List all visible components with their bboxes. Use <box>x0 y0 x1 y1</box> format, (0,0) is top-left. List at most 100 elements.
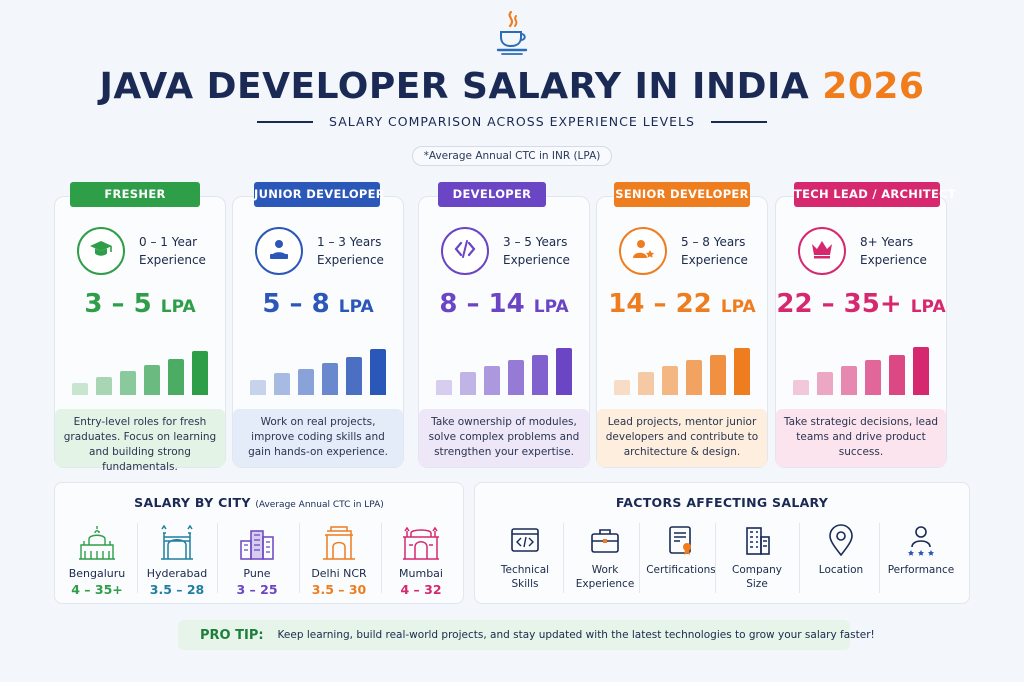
city-item: Hyderabad 3.5 – 28 <box>139 523 215 597</box>
salary-unit: LPA <box>160 297 196 317</box>
level-card: 3 – 5 Years Experience 8 – 14 LPA Take ow… <box>418 196 590 468</box>
pro-tip-text: Keep learning, build real-world projects… <box>277 629 875 641</box>
level-description: Work on real projects, improve coding sk… <box>233 409 403 467</box>
growth-bar <box>120 371 136 395</box>
level-description: Take ownership of modules, solve complex… <box>419 409 589 467</box>
growth-bar <box>192 351 208 395</box>
salary-unit: LPA <box>338 297 374 317</box>
city-name: Delhi NCR <box>311 567 367 580</box>
growth-bars <box>776 337 946 395</box>
city-panel-title-note: (Average Annual CTC in LPA) <box>255 500 384 510</box>
level-icon-circle <box>77 227 125 275</box>
factor-divider <box>639 523 640 593</box>
city-salary-panel: SALARY BY CITY (Average Annual CTC in LP… <box>54 482 464 604</box>
experience-years: 1 – 3 Years <box>317 235 382 249</box>
developer-at-laptop-icon <box>266 236 292 266</box>
factors-panel-title: FACTORS AFFECTING SALARY <box>615 495 829 510</box>
growth-bar <box>370 349 386 395</box>
level-tag: FRESHER <box>70 182 200 207</box>
experience-label: Experience <box>317 253 384 267</box>
charminar-icon <box>139 523 215 563</box>
growth-bar <box>710 355 726 395</box>
experience-label: Experience <box>139 253 206 267</box>
salary-unit: LPA <box>720 297 756 317</box>
experience-range: 0 – 1 Year Experience <box>139 233 206 269</box>
subtitle: SALARY COMPARISON ACROSS EXPERIENCE LEVE… <box>329 114 695 129</box>
office-building-icon <box>719 523 795 559</box>
city-item: Pune 3 – 25 <box>219 523 295 597</box>
city-divider <box>217 523 218 593</box>
experience-years: 8+ Years <box>860 235 914 249</box>
factor-divider <box>563 523 564 593</box>
growth-bar <box>508 360 524 395</box>
subtitle-divider-right <box>710 120 767 123</box>
factor-divider <box>715 523 716 593</box>
city-salary-range: 3 – 25 <box>236 582 278 597</box>
growth-bars <box>233 337 403 395</box>
growth-bar <box>556 348 572 395</box>
salary-value: 3 – 5 <box>84 289 152 319</box>
salary-value: 22 – 35+ <box>776 289 902 319</box>
level-description: Lead projects, mentor junior developers … <box>597 409 767 467</box>
level-card: 8+ Years Experience 22 – 35+ LPA Take str… <box>775 196 947 468</box>
factor-label-line2: Size <box>746 578 768 590</box>
factor-label-line1: Work <box>591 564 619 576</box>
buildings-icon <box>219 523 295 563</box>
growth-bar <box>72 383 88 395</box>
growth-bar <box>168 359 184 395</box>
growth-bar <box>614 380 630 395</box>
city-item: Mumbai 4 – 32 <box>383 523 459 597</box>
salary-unit: LPA <box>910 297 946 317</box>
growth-bar <box>913 347 929 395</box>
level-description: Take strategic decisions, lead teams and… <box>776 409 946 467</box>
city-salary-range: 3.5 – 28 <box>149 582 205 597</box>
salary-value: 14 – 22 <box>608 289 712 319</box>
factor-item: Technical Skills <box>487 523 563 591</box>
factor-label-line1: Performance <box>887 564 955 576</box>
salary-range: 3 – 5 LPA <box>55 289 225 319</box>
gateway-of-india-icon <box>383 523 459 563</box>
page-title: JAVA DEVELOPER SALARY IN INDIA 2026 <box>0 66 1024 107</box>
level-icon-circle <box>255 227 303 275</box>
ctc-note: *Average Annual CTC in INR (LPA) <box>412 146 612 166</box>
title-main: JAVA DEVELOPER SALARY IN INDIA <box>99 66 810 107</box>
level-tag: JUNIOR DEVELOPER <box>254 182 385 207</box>
factor-item: Location <box>803 523 879 577</box>
crown-icon <box>809 236 835 266</box>
level-icon-circle <box>619 227 667 275</box>
city-name: Pune <box>243 567 271 580</box>
experience-range: 3 – 5 Years Experience <box>503 233 570 269</box>
growth-bar <box>662 366 678 395</box>
growth-bar <box>734 348 750 395</box>
salary-range: 22 – 35+ LPA <box>776 289 946 319</box>
factor-item: Company Size <box>719 523 795 591</box>
city-panel-title: SALARY BY CITY (Average Annual CTC in LP… <box>55 495 463 510</box>
experience-years: 5 – 8 Years <box>681 235 746 249</box>
level-card: 0 – 1 Year Experience 3 – 5 LPA Entry-lev… <box>54 196 226 473</box>
city-salary-range: 4 – 35+ <box>71 582 123 597</box>
growth-bar <box>817 372 833 395</box>
level-card: 1 – 3 Years Experience 5 – 8 LPA Work on … <box>232 196 404 468</box>
growth-bar <box>865 360 881 395</box>
city-item: Delhi NCR 3.5 – 30 <box>301 523 377 597</box>
experience-label: Experience <box>681 253 748 267</box>
factor-label: Technical Skills <box>487 563 563 591</box>
senior-developer-star-icon <box>630 236 656 266</box>
growth-bar <box>460 372 476 395</box>
salary-range: 14 – 22 LPA <box>597 289 767 319</box>
city-divider <box>299 523 300 593</box>
growth-bar <box>144 365 160 395</box>
factor-label-line1: Company <box>732 564 782 576</box>
factor-divider <box>879 523 880 593</box>
subtitle-row: SALARY COMPARISON ACROSS EXPERIENCE LEVE… <box>0 114 1024 129</box>
level-card: 5 – 8 Years Experience 14 – 22 LPA Lead p… <box>596 196 768 468</box>
java-coffee-cup-icon <box>496 10 528 55</box>
india-gate-icon <box>301 523 377 563</box>
level-tag: SENIOR DEVELOPER <box>614 182 750 207</box>
graduation-cap-icon <box>88 236 114 266</box>
factor-item: Certifications <box>643 523 719 577</box>
palace-icon <box>59 523 135 563</box>
growth-bar <box>841 366 857 395</box>
experience-range: 1 – 3 Years Experience <box>317 233 384 269</box>
experience-years: 0 – 1 Year <box>139 235 198 249</box>
